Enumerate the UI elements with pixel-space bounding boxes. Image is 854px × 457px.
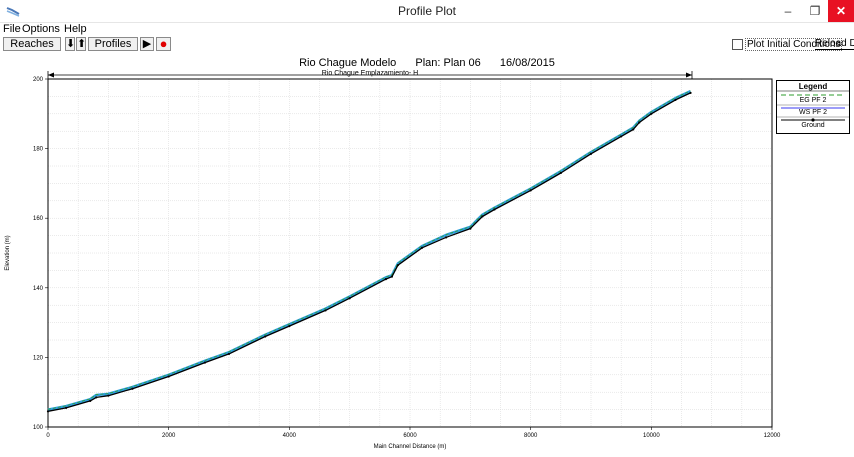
close-button[interactable]: ✕ [828,0,854,22]
grid [47,78,773,428]
model-name: Rio Chague Modelo [299,57,397,69]
profiles-button[interactable]: Profiles ... [88,37,138,62]
plan-date: 16/08/2015 [499,57,555,69]
reaches-button[interactable]: Reaches ... [3,37,61,62]
maximize-button[interactable]: ❐ [809,4,821,18]
legend-ground-marker [811,118,815,122]
y-axis-label: Elevation (m) [5,235,11,270]
ground-point [167,375,170,378]
ground-point [65,406,68,409]
title-bar: Profile Plot – ❐ ✕ [0,0,854,23]
x-tick-label: 0 [46,433,50,439]
ground-point [493,208,496,211]
ticks: 0 2000 4000 6000 8000 10000 12000 100 120 140 160 1… [33,77,781,439]
plot-title: Rio Chague Modelo Plan: Plan 06 16/08/20… [0,57,854,69]
x-tick-label: 4000 [283,433,297,439]
reach-extent-arrow [47,71,693,79]
series-eg-pf-2 [47,90,691,410]
profile-plot-area: Rio Chague Modelo Plan: Plan 06 16/08/20… [0,53,854,457]
legend-item-ws: WS PF 2 [798,109,827,116]
checkbox-box[interactable] [732,39,743,50]
ground-point [227,352,231,356]
ground-point [420,246,424,249]
minimize-button[interactable]: – [784,4,792,18]
ground-point [390,275,393,278]
ground-point [348,297,351,300]
menu-options[interactable]: Options [22,23,60,35]
ground-point [469,227,472,230]
ground-point [674,98,677,101]
ground-point [107,394,110,397]
ground-point [288,324,291,328]
x-axis-label: Main Channel Distance (m) [374,444,447,450]
x-tick-label: 2000 [162,433,176,439]
ground-point [632,128,635,131]
move-up-button[interactable]: ⬆ [76,37,87,51]
reload-data-button[interactable]: Reload Data [815,38,854,50]
y-tick-label: 100 [33,425,44,431]
ground-point [689,91,692,95]
menu-bar: File Options Help [0,22,854,36]
series-group [46,90,692,413]
y-tick-label: 160 [33,216,44,222]
plot-initial-conditions-label: Plot Initial Conditions [745,38,843,51]
plan-name: Plan: Plan 06 [415,57,481,69]
record-button[interactable]: ● [156,37,171,51]
y-tick-label: 180 [33,147,44,153]
ground-point [559,171,562,175]
x-tick-label: 12000 [764,433,781,439]
legend-item-eg: EG PF 2 [799,97,827,104]
play-button[interactable]: ▶ [140,37,154,51]
ground-point [620,135,623,138]
move-down-button[interactable]: ⬇ [65,37,76,51]
legend-item-ground: Ground [801,122,825,129]
x-tick-label: 6000 [403,433,417,439]
ground-point [529,189,532,192]
legend-title: Legend [798,82,828,91]
ground-point [384,278,387,281]
menu-file[interactable]: File [3,23,21,35]
toolbar: Reaches ... ⬇ ⬆ Profiles ... ▶ ● Plot In… [0,36,854,62]
ground-point [650,112,653,115]
ground-point [264,335,267,338]
ground-point [445,236,448,239]
ground-point [46,410,50,413]
y-tick-label: 140 [33,286,44,292]
x-tick-label: 8000 [524,433,538,439]
ground-point [203,361,206,364]
ground-point [589,152,593,155]
app-icon [6,7,20,17]
menu-help[interactable]: Help [64,23,87,35]
reach-label: Rio Chague Emplazamiento- H [321,70,419,77]
series-ws-pf-2 [47,90,692,411]
window-title: Profile Plot [397,4,457,18]
ground-point [131,387,134,390]
y-tick-label: 120 [33,355,44,361]
ground-point [638,121,641,124]
profile-chart: 0 2000 4000 6000 8000 10000 12000 100 120 140 160 1… [5,71,781,450]
series-ground [47,92,691,412]
ground-point [324,309,327,312]
ground-point [396,264,400,267]
y-tick-label: 200 [33,77,44,83]
legend-graphics [777,90,849,122]
x-tick-label: 10000 [643,433,660,439]
ground-point [95,396,98,399]
ground-point [89,399,92,402]
legend: Legend EG PF 2 WS PF 2 Ground [776,80,850,134]
ground-point [481,215,484,218]
